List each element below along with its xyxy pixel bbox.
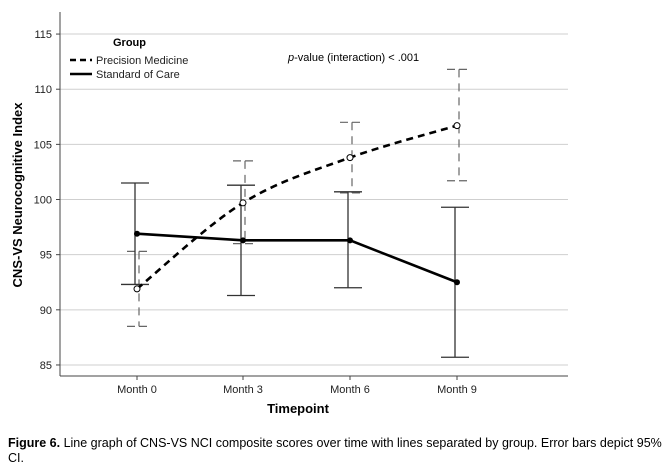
legend-title: Group bbox=[113, 37, 146, 49]
y-tick-label-105: 105 bbox=[34, 139, 52, 151]
x-tick-label-2: Month 6 bbox=[330, 384, 370, 396]
point-0-0 bbox=[133, 285, 141, 293]
point-0-2 bbox=[346, 154, 354, 162]
interaction-p-value: p-value (interaction) < .001 bbox=[287, 52, 419, 64]
y-axis-title: CNS-VS Neurocognitive Index bbox=[10, 102, 25, 288]
series-markers bbox=[133, 122, 461, 293]
series-line-precision-medicine bbox=[136, 124, 458, 290]
y-tick-label-95: 95 bbox=[40, 250, 52, 262]
caption-text: Line graph of CNS-VS NCI composite score… bbox=[8, 436, 662, 465]
point-1-1 bbox=[240, 237, 246, 244]
x-axis-title: Timepoint bbox=[267, 401, 330, 416]
point-1-2 bbox=[347, 237, 353, 244]
legend-label-precision-medicine: Precision Medicine bbox=[96, 55, 188, 67]
point-1-0 bbox=[134, 230, 140, 237]
point-0-1 bbox=[239, 199, 247, 207]
y-axis-ticks: 85 90 95 100 105 110 115 bbox=[34, 29, 60, 372]
y-tick-label-100: 100 bbox=[34, 195, 52, 207]
point-1-3 bbox=[454, 279, 460, 286]
series-line-standard-of-care bbox=[136, 232, 458, 284]
line-chart: 85 90 95 100 105 110 115 Month 0 Month 3 Month 6… bbox=[10, 12, 568, 416]
legend-label-standard-of-care: Standard of Care bbox=[96, 69, 180, 81]
x-tick-label-3: Month 9 bbox=[437, 384, 477, 396]
y-tick-label-115: 115 bbox=[34, 29, 52, 41]
caption-label: Figure 6. bbox=[8, 436, 61, 450]
gridlines bbox=[60, 33, 568, 366]
y-tick-label-90: 90 bbox=[40, 305, 52, 317]
error-bars bbox=[121, 68, 471, 358]
y-tick-label-110: 110 bbox=[34, 84, 52, 96]
point-0-3 bbox=[453, 122, 461, 130]
y-tick-label-85: 85 bbox=[40, 360, 52, 372]
series-lines bbox=[136, 124, 458, 290]
x-tick-label-1: Month 3 bbox=[223, 384, 263, 396]
x-axis-ticks: Month 0 Month 3 Month 6 Month 9 bbox=[117, 376, 477, 396]
p-value-italic: p bbox=[287, 52, 294, 64]
p-value-text: -value (interaction) < .001 bbox=[294, 52, 419, 64]
figure-caption: Figure 6. Line graph of CNS-VS NCI compo… bbox=[8, 436, 668, 466]
x-tick-label-0: Month 0 bbox=[117, 384, 157, 396]
legend: Group Precision Medicine Standard of Car… bbox=[70, 37, 188, 81]
